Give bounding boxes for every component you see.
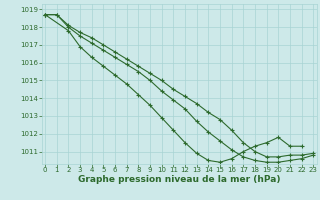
X-axis label: Graphe pression niveau de la mer (hPa): Graphe pression niveau de la mer (hPa)	[78, 175, 280, 184]
